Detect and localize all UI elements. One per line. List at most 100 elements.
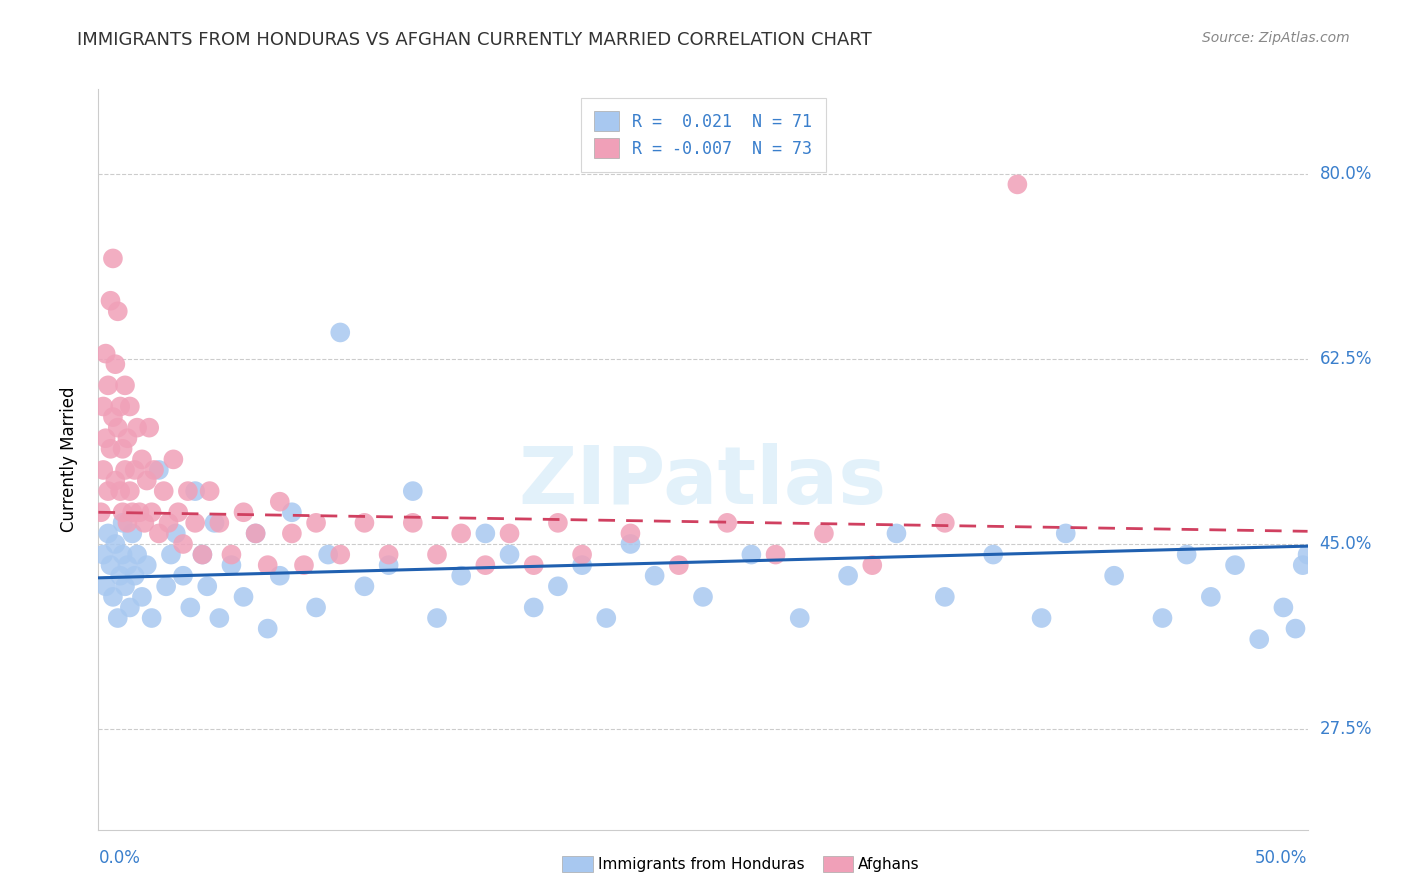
Point [138, 420, 160, 434]
Point [107, 420, 129, 434]
Point [208, 611, 231, 625]
Point [474, 558, 496, 573]
Point [377, 548, 399, 562]
Point [172, 568, 194, 582]
Point [121, 526, 143, 541]
Point [316, 548, 339, 562]
Point [107, 304, 129, 318]
Point [131, 452, 153, 467]
Point [100, 293, 122, 308]
Point [1292, 558, 1315, 573]
Point [221, 548, 243, 562]
Point [256, 622, 278, 636]
Point [155, 579, 177, 593]
Point [104, 474, 127, 488]
Point [281, 505, 304, 519]
Point [305, 600, 328, 615]
Text: 0.0%: 0.0% [98, 848, 141, 867]
Point [94, 346, 117, 360]
Point [474, 526, 496, 541]
Point [97, 526, 120, 541]
Point [619, 526, 641, 541]
Point [167, 505, 190, 519]
Legend: R =  0.021  N = 71, R = -0.007  N = 73: R = 0.021 N = 71, R = -0.007 N = 73 [581, 97, 825, 171]
Point [90, 505, 112, 519]
Point [292, 558, 315, 573]
Point [118, 400, 141, 414]
Point [789, 611, 811, 625]
Y-axis label: Currently Married: Currently Married [59, 386, 77, 533]
Point [111, 505, 134, 519]
Point [135, 558, 157, 573]
Point [837, 568, 859, 582]
Point [124, 568, 146, 582]
Point [141, 611, 163, 625]
Point [111, 548, 134, 562]
Point [179, 600, 201, 615]
Point [111, 516, 134, 530]
Point [765, 548, 787, 562]
Point [114, 378, 136, 392]
Point [245, 526, 267, 541]
Point [644, 568, 666, 582]
Point [1199, 590, 1222, 604]
Point [281, 526, 304, 541]
Point [402, 484, 425, 499]
Point [135, 474, 157, 488]
Point [523, 600, 546, 615]
Point [114, 579, 136, 593]
Point [134, 516, 156, 530]
Point [329, 326, 352, 340]
Point [1152, 611, 1174, 625]
Point [329, 548, 352, 562]
Point [204, 516, 226, 530]
Text: 62.5%: 62.5% [1320, 350, 1372, 368]
Point [131, 590, 153, 604]
Point [498, 548, 520, 562]
Point [305, 516, 328, 530]
Point [1175, 548, 1198, 562]
Point [91, 548, 114, 562]
Point [595, 611, 617, 625]
Text: Source: ZipAtlas.com: Source: ZipAtlas.com [1202, 31, 1350, 45]
Point [160, 548, 183, 562]
Point [111, 442, 134, 456]
Point [114, 463, 136, 477]
Point [107, 611, 129, 625]
Point [547, 579, 569, 593]
Point [269, 568, 291, 582]
Point [191, 548, 214, 562]
Point [104, 537, 127, 551]
Point [1007, 178, 1029, 192]
Point [148, 526, 170, 541]
Point [1031, 611, 1053, 625]
Point [177, 484, 200, 499]
Point [498, 526, 520, 541]
Text: 45.0%: 45.0% [1320, 535, 1372, 553]
Point [353, 516, 375, 530]
Point [165, 526, 187, 541]
Point [117, 558, 139, 573]
Point [256, 558, 278, 573]
Point [108, 484, 131, 499]
Point [191, 548, 214, 562]
Text: Immigrants from Honduras: Immigrants from Honduras [598, 857, 804, 871]
Point [450, 526, 472, 541]
Point [523, 558, 546, 573]
Point [118, 600, 141, 615]
Point [571, 558, 593, 573]
Point [101, 410, 124, 425]
Point [232, 590, 254, 604]
Point [127, 548, 149, 562]
Point [740, 548, 762, 562]
Point [97, 484, 120, 499]
Point [101, 252, 124, 266]
Point [232, 505, 254, 519]
Point [97, 378, 120, 392]
Point [668, 558, 690, 573]
Point [402, 516, 425, 530]
Point [716, 516, 738, 530]
Text: 80.0%: 80.0% [1320, 165, 1372, 183]
Point [1272, 600, 1295, 615]
Point [269, 494, 291, 508]
